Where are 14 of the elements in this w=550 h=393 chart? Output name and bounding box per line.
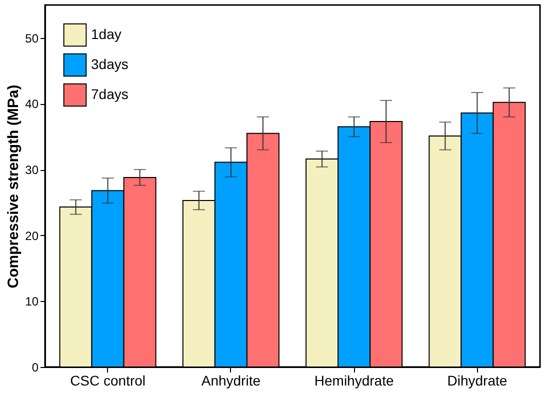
y-tick-label: 0	[32, 360, 39, 374]
x-tick-label: Anhydrite	[201, 372, 261, 388]
y-tick-label: 10	[25, 294, 39, 309]
y-tick-label: 50	[25, 31, 39, 46]
legend-label: 1day	[91, 26, 122, 42]
y-axis-title: Compressive strength (MPa)	[5, 84, 22, 288]
legend-label: 3days	[91, 56, 128, 72]
x-tick-label: CSC control	[70, 372, 146, 388]
x-tick-label: Dihydrate	[447, 372, 508, 388]
y-tick-label: 20	[25, 228, 39, 243]
x-tick-label: Hemihydrate	[314, 372, 394, 388]
legend-label: 7days	[91, 86, 128, 102]
y-tick-label: 30	[25, 163, 39, 178]
y-tick-label: 40	[25, 97, 39, 112]
